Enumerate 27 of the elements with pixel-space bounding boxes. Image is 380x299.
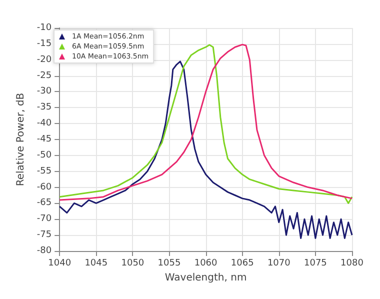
x-tick-label: 1055: [158, 258, 181, 268]
x-tick-label: 1065: [230, 258, 254, 268]
x-tick-label: 1040: [48, 258, 72, 268]
line-series: [58, 60, 353, 240]
y-tick-label: -80: [36, 246, 52, 256]
y-tick-label: -50: [36, 150, 52, 160]
x-axis-title: Wavelength, nm: [164, 272, 247, 284]
x-tick-label: 1050: [121, 258, 144, 268]
y-tick-label: -20: [36, 54, 52, 65]
y-tick-label: -45: [36, 134, 52, 144]
x-tick-label: 1060: [194, 258, 218, 268]
y-tick-label: -30: [36, 86, 52, 97]
y-tick-label: -40: [36, 118, 52, 129]
y-tick-label: -25: [36, 70, 52, 81]
y-tick-label: -35: [36, 102, 52, 113]
y-tick-label: -60: [36, 182, 52, 192]
y-tick-label: -55: [36, 166, 52, 176]
y-tick-label: -65: [36, 198, 52, 208]
x-tick-label: 1070: [267, 258, 291, 268]
x-tick-label: 1045: [84, 258, 108, 268]
y-axis-title: Relative Power, dB: [16, 92, 26, 186]
y-tick-label: -15: [36, 38, 52, 49]
y-tick-label: -75: [36, 230, 52, 240]
y-tick-label: -10: [36, 23, 52, 33]
x-tick-label: 1080: [340, 258, 364, 268]
x-tick-label: 1075: [304, 258, 327, 268]
y-tick-label: -70: [36, 214, 52, 224]
